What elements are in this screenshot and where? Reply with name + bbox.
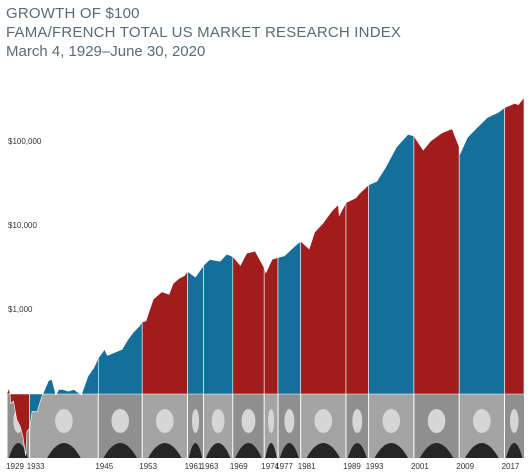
portrait-suit [148, 443, 182, 458]
term-area-democrat [98, 321, 143, 395]
portrait-suit [347, 443, 367, 458]
portrait-suit [47, 443, 81, 458]
y-tick-label: $100,000 [8, 137, 42, 146]
portrait-face [427, 409, 446, 433]
president-johnson-portrait [203, 394, 233, 458]
portrait-band-group [7, 394, 524, 458]
title-block: GROWTH OF $100 FAMA/FRENCH TOTAL US MARK… [6, 6, 401, 59]
term-area-republican [504, 96, 524, 395]
portrait-suit [419, 443, 454, 458]
x-tick-label: 1969 [230, 462, 248, 471]
portrait-suit [8, 443, 28, 458]
x-tick-label: 2017 [502, 462, 520, 471]
president-reagan-portrait [300, 394, 346, 458]
x-tick-label: 1993 [366, 462, 384, 471]
portrait-suit [306, 443, 341, 458]
president-carter-portrait [277, 394, 301, 458]
portrait-face [284, 409, 295, 433]
term-area-group [7, 96, 524, 456]
portrait-face [352, 409, 363, 433]
term-area-democrat [458, 106, 505, 395]
y-tick-label: $10,000 [8, 221, 37, 230]
term-area-democrat [29, 357, 99, 429]
portrait-face [111, 409, 130, 433]
portrait-suit [235, 443, 262, 458]
portrait-face [241, 409, 256, 433]
president-kennedy-portrait [186, 394, 204, 458]
portrait-suit [279, 443, 299, 458]
term-area-republican [413, 128, 460, 395]
president-clinton-portrait [368, 394, 414, 458]
y-axis: $1,000 $10,000 $100,000 [8, 137, 42, 314]
president-trump-portrait [503, 394, 524, 458]
term-area-democrat [187, 264, 204, 395]
portrait-face [382, 409, 401, 433]
x-tick-label: 1977 [275, 462, 293, 471]
president-fdr-portrait [29, 394, 99, 458]
portrait-face [473, 409, 491, 433]
portrait-face [268, 409, 275, 433]
portrait-suit [188, 443, 203, 458]
portrait-face [55, 409, 73, 433]
term-area-republican [263, 257, 279, 395]
portrait-suit [374, 443, 409, 458]
portrait-suit [465, 443, 499, 458]
term-area-democrat [368, 133, 415, 395]
portrait-suit [506, 443, 523, 458]
president-nixon-portrait [232, 394, 265, 458]
term-area-republican [345, 184, 369, 395]
x-tick-label: 1961 [185, 462, 203, 471]
x-tick-label: 1953 [139, 462, 157, 471]
x-tick-label: 1945 [95, 462, 113, 471]
president-truman-portrait [97, 394, 143, 458]
term-area-democrat [277, 240, 301, 395]
x-tick-label: 1974 [261, 462, 279, 471]
president-eisenhower-portrait [141, 394, 188, 458]
president-ford-portrait [263, 394, 279, 458]
term-area-democrat [203, 253, 234, 395]
portrait-suit [265, 443, 277, 458]
portrait-face [191, 409, 200, 433]
portrait-face [211, 409, 225, 433]
x-tick-label: 1981 [298, 462, 316, 471]
portrait-face [314, 409, 333, 433]
portrait-suit [205, 443, 231, 458]
x-tick-label: 2009 [456, 462, 474, 471]
president-bush-sr-portrait [345, 394, 369, 458]
x-tick-label: 1929 [6, 462, 24, 471]
president-obama-portrait [458, 394, 505, 458]
x-tick-label: 1989 [343, 462, 361, 471]
term-area-republican [300, 202, 347, 395]
x-tick-label: 2001 [411, 462, 429, 471]
x-tick-label: 1933 [27, 462, 45, 471]
y-tick-label: $1,000 [8, 305, 33, 314]
x-tick-label: 1963 [201, 462, 219, 471]
portrait-suit [103, 443, 138, 458]
chart-subtitle: FAMA/FRENCH TOTAL US MARKET RESEARCH IND… [6, 24, 402, 41]
chart-title: GROWTH OF $100 [6, 5, 140, 22]
portrait-face [156, 409, 174, 433]
portrait-face [509, 409, 519, 433]
chart-date-range: March 4, 1929–June 30, 2020 [6, 43, 206, 60]
president-bush-jr-portrait [413, 394, 460, 458]
term-area-republican [141, 270, 188, 395]
term-area-republican [232, 250, 265, 395]
